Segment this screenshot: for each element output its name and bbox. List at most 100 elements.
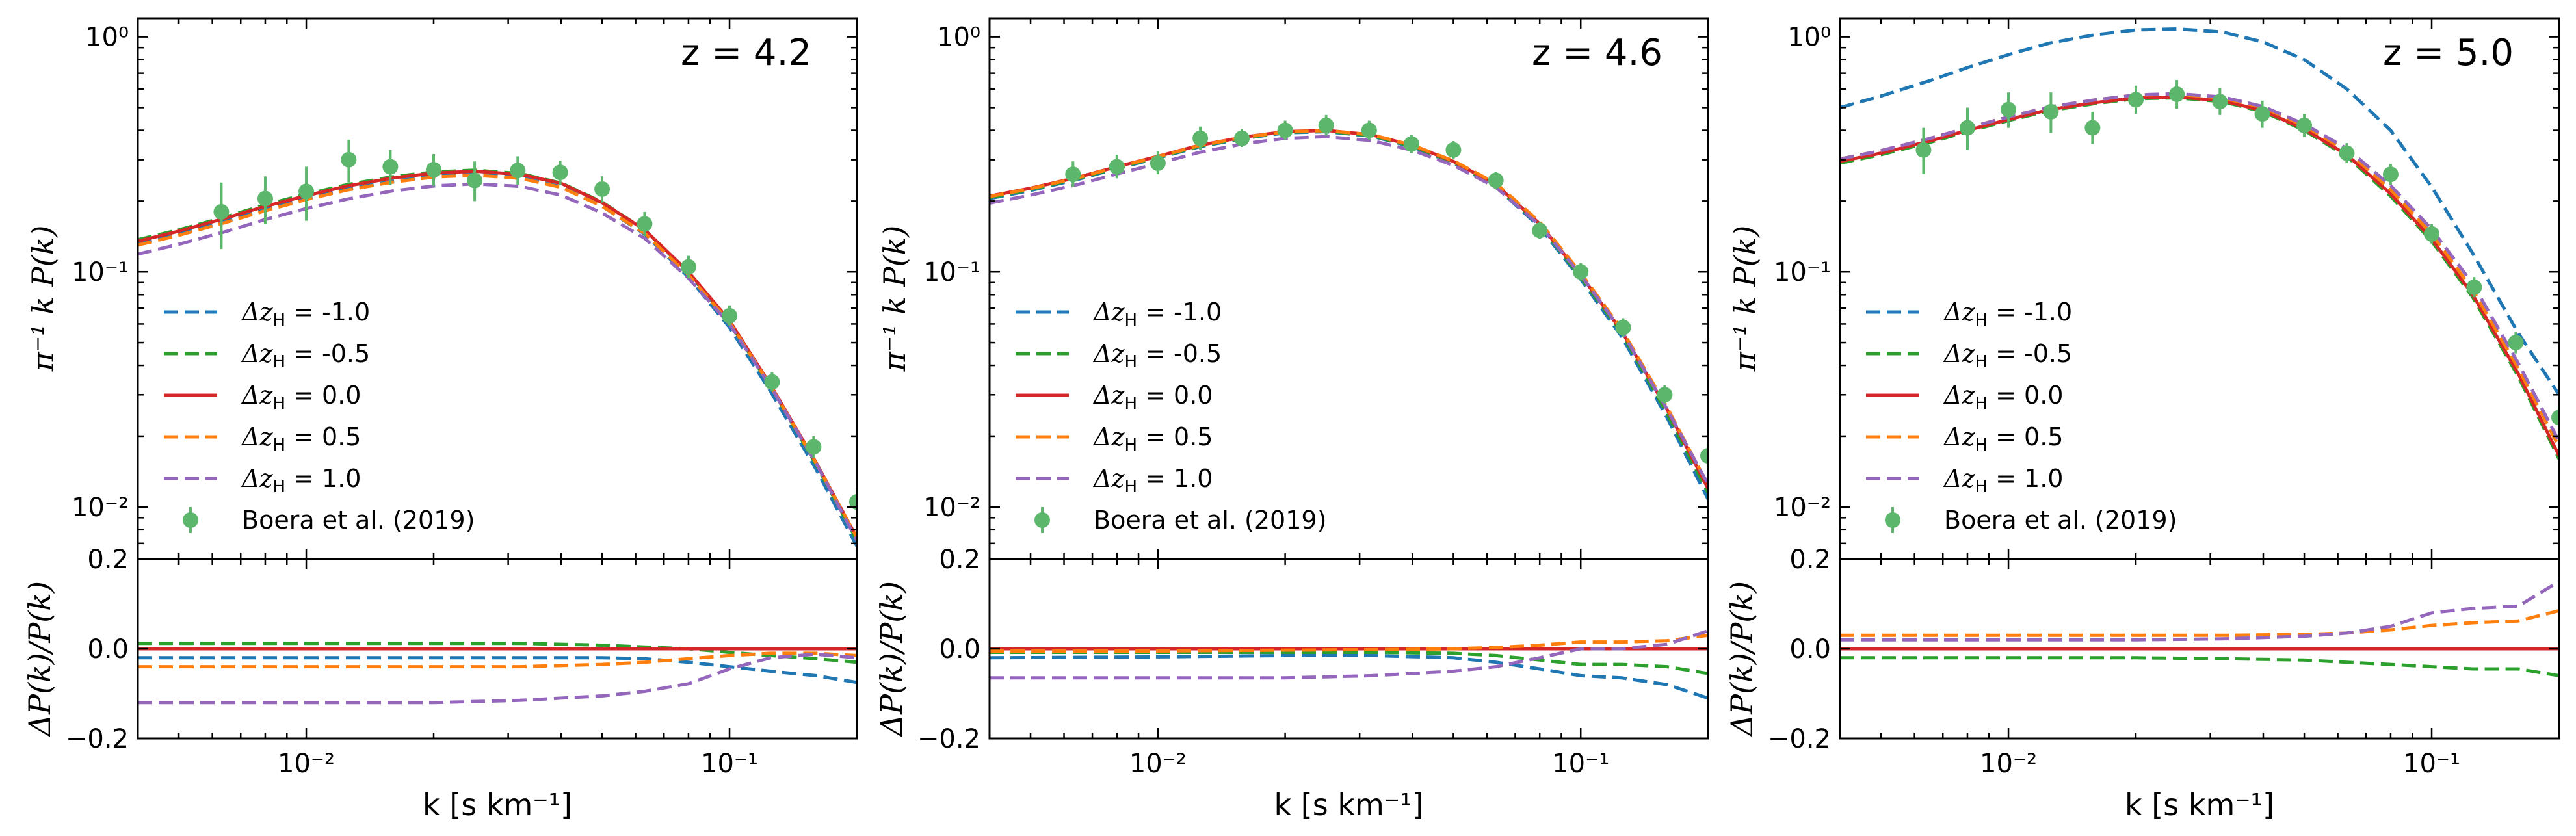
data-point [1109, 159, 1125, 175]
legend: ΔzH = -1.0 ΔzH = -0.5 ΔzH = 0.0 ΔzH = 0.5 Δz… [1866, 298, 2177, 534]
y-tick-label: 10⁻² [72, 493, 129, 523]
data-point [426, 162, 442, 178]
legend-label: ΔzH = -0.5 [1943, 339, 2072, 372]
data-point [1657, 387, 1673, 403]
y-tick-label: 0.0 [87, 634, 129, 664]
data-point [552, 164, 568, 181]
y-tick-label: 10⁻¹ [72, 257, 129, 287]
residual-line [990, 633, 1708, 653]
data-point [2382, 166, 2399, 183]
residual-line [990, 653, 1708, 700]
legend-label: ΔzH = 0.5 [1092, 423, 1213, 455]
data-point [1532, 222, 1548, 239]
redshift-label: z = 4.2 [681, 32, 811, 74]
redshift-label: z = 4.6 [1532, 32, 1663, 74]
bottom-ticks [137, 558, 858, 740]
data-point [2212, 94, 2228, 110]
data-point [2169, 86, 2185, 102]
data-point [2043, 103, 2059, 120]
residual-line [990, 629, 1708, 680]
data-point [722, 307, 738, 324]
legend-label: ΔzH = 0.0 [241, 381, 361, 413]
data-point [467, 172, 483, 189]
data-point [2001, 101, 2017, 118]
x-axis-label: k [s km⁻¹] [2125, 787, 2274, 822]
data-point [341, 151, 357, 168]
legend-label: ΔzH = 0.5 [1943, 423, 2063, 455]
top-y-axis-label: π⁻¹ k P(k) [1728, 226, 1763, 372]
y-tick-label: 0.2 [87, 545, 129, 575]
data-point [510, 163, 526, 179]
data-point [1065, 166, 1081, 183]
data-point [637, 216, 653, 232]
series-line [1840, 27, 2559, 396]
series-line [990, 135, 1708, 485]
y-tick-label: 10⁰ [937, 23, 980, 53]
data-point [1700, 448, 1708, 464]
y-tick-label: 0.2 [1789, 545, 1831, 575]
bottom-y-axis-label: ΔP(k)/P(k) [1724, 581, 1759, 737]
data-point [213, 203, 230, 220]
residual-line [138, 652, 857, 705]
bottom-plot-area [990, 629, 1708, 700]
data-point [1915, 142, 1932, 158]
data-point [257, 190, 273, 207]
data-point [1277, 122, 1293, 138]
legend-label: ΔzH = -1.0 [1092, 298, 1222, 330]
panel-2: 10⁻² 10⁻¹ 10⁰ z = 4.6 π⁻¹ k P(k) ΔzH = -1.0 Δz… [874, 17, 1709, 822]
data-point [764, 374, 780, 390]
data-point [1959, 120, 1975, 136]
data-point [2466, 279, 2482, 295]
legend-label: ΔzH = 1.0 [241, 464, 361, 497]
data-point [1318, 117, 1334, 133]
data-point [680, 259, 696, 275]
data-point [2128, 92, 2144, 108]
x-tick-label: 10⁻² [1980, 749, 2037, 779]
y-tick-label: −0.2 [1768, 724, 1831, 754]
y-tick-label: 10⁻¹ [1774, 257, 1831, 287]
bottom-ticks [988, 558, 1709, 740]
legend-label: Boera et al. (2019) [242, 506, 475, 534]
data-point [2296, 117, 2313, 133]
top-y-ticks [137, 18, 858, 560]
top-plot-area [1840, 27, 2559, 460]
residual-line [138, 642, 857, 664]
series-line [138, 173, 857, 539]
residual-line [1840, 608, 2559, 637]
top-y-axis-label: π⁻¹ k P(k) [877, 226, 912, 372]
bottom-plot-area [138, 642, 857, 705]
x-axis-label: k [s km⁻¹] [1274, 787, 1424, 822]
data-point [1361, 122, 1377, 138]
data-point [1488, 172, 1504, 189]
legend-label: ΔzH = -1.0 [241, 298, 370, 330]
x-axis-label: k [s km⁻¹] [423, 787, 572, 822]
y-tick-label: 0.2 [939, 545, 980, 575]
y-tick-label: 0.0 [1789, 634, 1831, 664]
top-y-axis-label: π⁻¹ k P(k) [25, 226, 60, 372]
panel-1: 10⁻² 10⁻¹ 10⁰ z = 4.2 π⁻¹ k P(k) ΔzH = -1.0 Δz… [22, 17, 858, 822]
bottom-y-axis-label: ΔP(k)/P(k) [22, 581, 57, 737]
legend: ΔzH = -1.0 ΔzH = -0.5 ΔzH = 0.0 ΔzH = 0.5 Δz… [164, 298, 475, 534]
y-tick-label: 10⁰ [85, 23, 129, 53]
y-tick-label: 0.0 [939, 634, 980, 664]
bottom-y-axis-label: ΔP(k)/P(k) [874, 581, 909, 737]
legend-label: ΔzH = 0.0 [1092, 381, 1213, 413]
y-tick-label: 10⁻² [1774, 493, 1831, 523]
data-point [2254, 106, 2270, 122]
bottom-ticks [1839, 558, 2560, 740]
data-point [1192, 130, 1209, 146]
residual-line [138, 656, 857, 685]
legend-label: Boera et al. (2019) [1944, 506, 2177, 534]
data-point [1615, 319, 1631, 335]
data-point [382, 159, 399, 175]
y-tick-label: 10⁻¹ [923, 257, 980, 287]
x-tick-label: 10⁻² [1129, 749, 1187, 779]
data-point [2551, 410, 2559, 426]
data-point [594, 181, 611, 197]
x-tick-label: 10⁻² [278, 749, 335, 779]
series-line [1840, 92, 2559, 443]
data-point [2508, 335, 2524, 351]
legend-label: ΔzH = -0.5 [241, 339, 370, 372]
